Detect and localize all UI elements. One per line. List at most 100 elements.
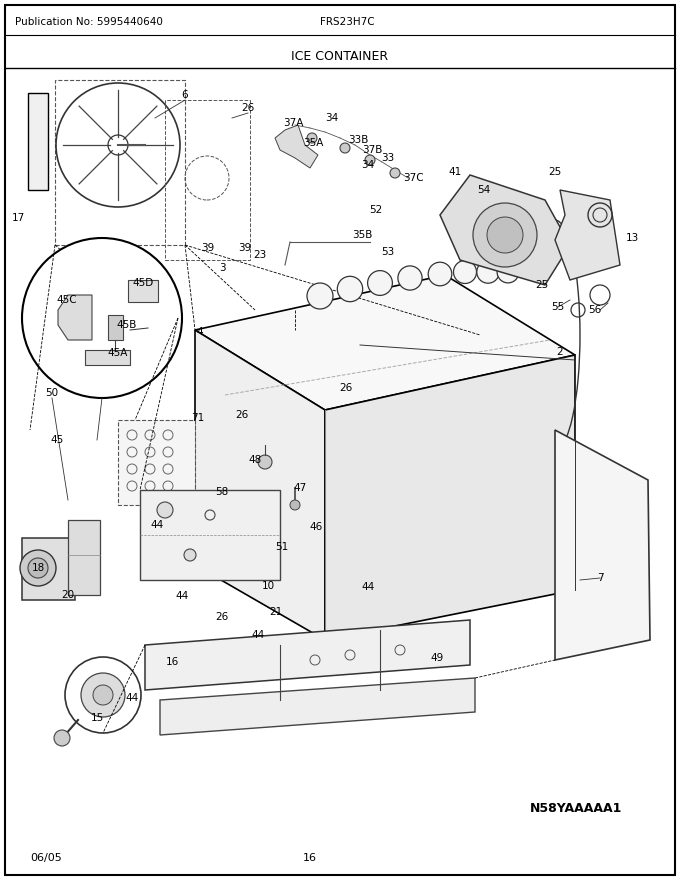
Text: 44: 44 bbox=[150, 520, 164, 530]
Circle shape bbox=[22, 238, 182, 398]
Text: 26: 26 bbox=[339, 383, 353, 393]
Text: 17: 17 bbox=[12, 213, 24, 223]
Text: 45C: 45C bbox=[56, 295, 78, 305]
Text: 26: 26 bbox=[241, 103, 254, 113]
Circle shape bbox=[497, 261, 519, 282]
Text: 45D: 45D bbox=[133, 278, 154, 288]
Bar bbox=[55, 80, 185, 245]
Text: 50: 50 bbox=[46, 388, 58, 398]
Circle shape bbox=[487, 217, 523, 253]
Text: 41: 41 bbox=[448, 167, 462, 177]
Text: 53: 53 bbox=[381, 247, 394, 257]
Circle shape bbox=[28, 558, 48, 578]
Text: 34: 34 bbox=[361, 160, 375, 170]
Polygon shape bbox=[58, 295, 92, 340]
Circle shape bbox=[390, 168, 400, 178]
Text: 33: 33 bbox=[381, 153, 394, 163]
Circle shape bbox=[454, 260, 477, 283]
Circle shape bbox=[398, 266, 422, 290]
Text: 34: 34 bbox=[325, 113, 339, 123]
Text: 39: 39 bbox=[239, 243, 252, 253]
Polygon shape bbox=[160, 678, 475, 735]
Text: 45B: 45B bbox=[117, 320, 137, 330]
Polygon shape bbox=[275, 125, 318, 168]
Text: 46: 46 bbox=[309, 522, 322, 532]
Polygon shape bbox=[140, 490, 280, 580]
Polygon shape bbox=[85, 350, 130, 365]
Text: 23: 23 bbox=[254, 250, 267, 260]
Text: FRS23H7C: FRS23H7C bbox=[320, 17, 375, 27]
Text: 10: 10 bbox=[261, 581, 275, 591]
Circle shape bbox=[368, 271, 392, 296]
Text: 3: 3 bbox=[219, 263, 225, 273]
Circle shape bbox=[184, 549, 196, 561]
Text: 56: 56 bbox=[588, 305, 602, 315]
Text: 58: 58 bbox=[216, 487, 228, 497]
Circle shape bbox=[337, 276, 362, 302]
Polygon shape bbox=[68, 520, 100, 595]
Text: 44: 44 bbox=[361, 582, 375, 592]
Circle shape bbox=[93, 685, 113, 705]
Text: 4: 4 bbox=[197, 327, 203, 337]
Text: 37C: 37C bbox=[403, 173, 424, 183]
Circle shape bbox=[20, 550, 56, 586]
Text: 45A: 45A bbox=[108, 348, 129, 358]
Text: 25: 25 bbox=[548, 167, 562, 177]
Text: 39: 39 bbox=[201, 243, 215, 253]
Circle shape bbox=[340, 143, 350, 153]
Text: 26: 26 bbox=[216, 612, 228, 622]
Text: 13: 13 bbox=[626, 233, 639, 243]
Circle shape bbox=[365, 155, 375, 165]
Text: 06/05: 06/05 bbox=[30, 853, 62, 863]
Text: 25: 25 bbox=[535, 280, 549, 290]
Bar bbox=[128, 280, 158, 302]
Text: 71: 71 bbox=[191, 413, 205, 423]
Text: Publication No: 5995440640: Publication No: 5995440640 bbox=[15, 17, 163, 27]
Text: 47: 47 bbox=[293, 483, 307, 493]
Circle shape bbox=[290, 500, 300, 510]
Text: 44: 44 bbox=[175, 591, 188, 601]
Text: 20: 20 bbox=[61, 590, 75, 600]
Text: 6: 6 bbox=[182, 90, 188, 100]
Circle shape bbox=[65, 657, 141, 733]
Polygon shape bbox=[22, 538, 75, 600]
Text: 54: 54 bbox=[477, 185, 491, 195]
Text: 7: 7 bbox=[596, 573, 603, 583]
Polygon shape bbox=[325, 355, 575, 640]
Polygon shape bbox=[195, 330, 325, 640]
Text: 37B: 37B bbox=[362, 145, 382, 155]
Text: 16: 16 bbox=[165, 657, 179, 667]
Text: 35B: 35B bbox=[352, 230, 372, 240]
Text: 21: 21 bbox=[269, 607, 283, 617]
Text: 51: 51 bbox=[275, 542, 288, 552]
Polygon shape bbox=[555, 190, 620, 280]
Circle shape bbox=[54, 730, 70, 746]
Text: N58YAAAAA1: N58YAAAAA1 bbox=[530, 802, 622, 815]
Text: 15: 15 bbox=[90, 713, 103, 723]
Bar bbox=[165, 100, 250, 260]
Circle shape bbox=[307, 133, 317, 143]
Polygon shape bbox=[118, 420, 195, 505]
Text: 49: 49 bbox=[430, 653, 443, 663]
Circle shape bbox=[473, 203, 537, 267]
Circle shape bbox=[428, 262, 452, 286]
Text: 37A: 37A bbox=[283, 118, 303, 128]
Circle shape bbox=[157, 502, 173, 518]
Text: 16: 16 bbox=[303, 853, 317, 863]
Text: 45: 45 bbox=[50, 435, 64, 445]
Text: 44: 44 bbox=[125, 693, 139, 703]
Polygon shape bbox=[145, 620, 470, 690]
Text: 44: 44 bbox=[252, 630, 265, 640]
Circle shape bbox=[81, 673, 125, 717]
Text: 33B: 33B bbox=[347, 135, 368, 145]
Text: 48: 48 bbox=[248, 455, 262, 465]
Circle shape bbox=[477, 260, 499, 283]
Text: 2: 2 bbox=[557, 347, 563, 357]
Circle shape bbox=[307, 283, 333, 309]
Text: 35A: 35A bbox=[303, 138, 323, 148]
Circle shape bbox=[258, 455, 272, 469]
Text: 52: 52 bbox=[369, 205, 383, 215]
Bar bbox=[108, 315, 123, 340]
Text: 18: 18 bbox=[31, 563, 45, 573]
Text: 26: 26 bbox=[235, 410, 249, 420]
